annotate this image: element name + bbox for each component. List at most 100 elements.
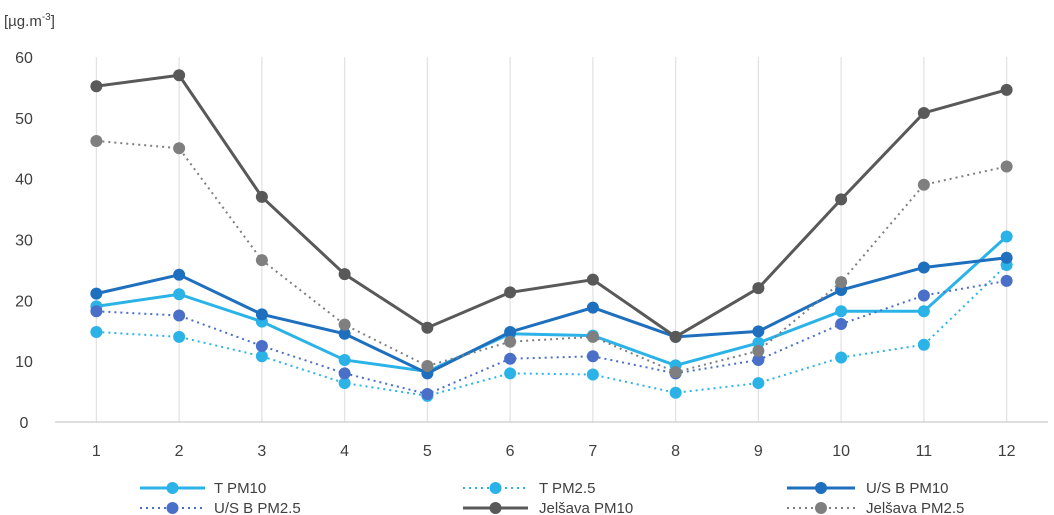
series-1-point-6: [504, 367, 517, 380]
x-tick-label-9: 9: [754, 443, 763, 460]
series-2-point-12: [1000, 251, 1013, 264]
y-tick-label-20: 20: [15, 293, 33, 310]
series-1-point-2: [173, 330, 186, 343]
y-tick-label-30: 30: [15, 233, 33, 250]
series-4-point-1: [90, 80, 103, 93]
series-5-point-5: [421, 360, 434, 373]
series-5-point-7: [586, 330, 599, 343]
series-3-point-7: [586, 350, 599, 363]
series-line-2: [96, 256, 1007, 376]
x-tick-label-11: 11: [916, 443, 933, 460]
series-4-point-5: [421, 321, 434, 334]
series-0-point-11: [917, 305, 930, 318]
series-4-point-9: [752, 282, 765, 295]
series-4-point-7: [586, 273, 599, 286]
series-5-point-10: [835, 276, 848, 289]
series-3-point-12: [1000, 274, 1013, 287]
series-3-point-11: [917, 289, 930, 302]
x-tick-label-1: 1: [92, 443, 101, 460]
series-2-point-11: [917, 261, 930, 274]
series-line-3: [96, 279, 1007, 396]
series-1-point-10: [835, 351, 848, 364]
series-2-point-7: [586, 301, 599, 314]
series-5-point-2: [173, 142, 186, 155]
series-5-point-12: [1000, 160, 1013, 173]
x-tick-label-10: 10: [832, 443, 850, 460]
series-2-point-6: [504, 325, 517, 338]
series-1-point-3: [255, 350, 268, 363]
series-5-point-11: [917, 178, 930, 191]
y-axis-ticks: 0 10 20 30 40 50 60: [15, 50, 33, 432]
legend-swatch-marker-4: [489, 502, 502, 514]
series-2-point-2: [173, 268, 186, 281]
legend-swatch-marker-2: [815, 482, 827, 494]
series-4-point-11: [917, 106, 930, 119]
series-2-point-1: [90, 287, 103, 300]
series-0-point-4: [338, 353, 351, 366]
legend-label-5: Jelšava PM2.5: [866, 500, 964, 515]
series-0-point-12: [1000, 230, 1013, 243]
series-4-point-6: [504, 286, 517, 299]
series-2-point-3: [255, 308, 268, 321]
series-5-point-9: [752, 344, 765, 357]
series-3: [90, 274, 1013, 401]
series-0-point-2: [173, 288, 186, 301]
legend-item-3: U/S B PM2.5: [140, 500, 301, 515]
y-tick-label-50: 50: [15, 111, 33, 128]
series-line-4: [96, 73, 1008, 339]
series-1-point-11: [917, 338, 930, 351]
series-3-point-5: [421, 388, 434, 401]
series-3-point-1: [90, 305, 103, 318]
y-axis-unit-label: [µg.m-3]: [4, 12, 55, 30]
x-tick-label-5: 5: [423, 443, 432, 460]
legend-item-4: Jelšava PM10: [463, 500, 633, 515]
y-tick-label-60: 60: [15, 50, 33, 67]
series-5-point-8: [669, 366, 682, 379]
series-0-point-10: [835, 305, 848, 318]
series-1-point-1: [90, 325, 103, 338]
series-line-5: [96, 139, 1007, 374]
series-5: [90, 134, 1013, 379]
series-1-point-8: [669, 386, 682, 399]
legend-swatch-marker-3: [166, 502, 179, 514]
legend-label-4: Jelšava PM10: [539, 500, 633, 515]
x-tick-label-6: 6: [506, 443, 515, 460]
series-4-point-3: [255, 190, 268, 203]
series-1-point-9: [752, 377, 765, 390]
series-4-point-12: [1000, 83, 1013, 96]
series-3-point-2: [173, 309, 186, 322]
x-tick-label-8: 8: [671, 443, 680, 460]
series-3-point-10: [835, 318, 848, 331]
series-1-point-7: [586, 368, 599, 381]
legend-label-2: U/S B PM10: [866, 480, 949, 497]
series-4-point-2: [173, 69, 186, 82]
series-3-point-3: [255, 339, 268, 352]
y-tick-label-40: 40: [15, 172, 33, 189]
series-5-point-3: [255, 254, 268, 267]
x-tick-label-12: 12: [998, 443, 1016, 460]
series-3-point-9: [752, 353, 765, 366]
legend-label-3: U/S B PM2.5: [214, 500, 301, 515]
series-line-0: [96, 235, 1008, 374]
series-2-point-9: [752, 325, 765, 338]
series-5-point-6: [504, 335, 517, 348]
series-5-point-4: [338, 318, 351, 331]
series-4-point-8: [669, 330, 682, 343]
legend-item-0: T PM10: [140, 480, 266, 497]
legend-item-2: U/S B PM10: [787, 480, 949, 497]
series-4-point-4: [338, 268, 351, 281]
x-tick-label-3: 3: [257, 443, 266, 460]
series-2: [90, 251, 1013, 380]
series-5-point-1: [90, 134, 103, 147]
y-tick-label-0: 0: [20, 415, 29, 432]
legend-item-1: T PM2.5: [463, 480, 595, 497]
series-1-point-4: [338, 377, 351, 390]
legend-item-5: Jelšava PM2.5: [787, 500, 964, 515]
x-tick-label-2: 2: [175, 443, 184, 460]
series-1: [90, 259, 1013, 402]
legend-swatch-marker-0: [166, 482, 179, 494]
x-axis-ticks: 1 2 3 4 5 6 7 8 9 10 11 12: [92, 443, 1016, 460]
series-4-point-10: [835, 193, 848, 206]
legend: T PM10 T PM2.5 U/S B PM10 U/S B PM2.5 Jelšav…: [140, 480, 964, 515]
